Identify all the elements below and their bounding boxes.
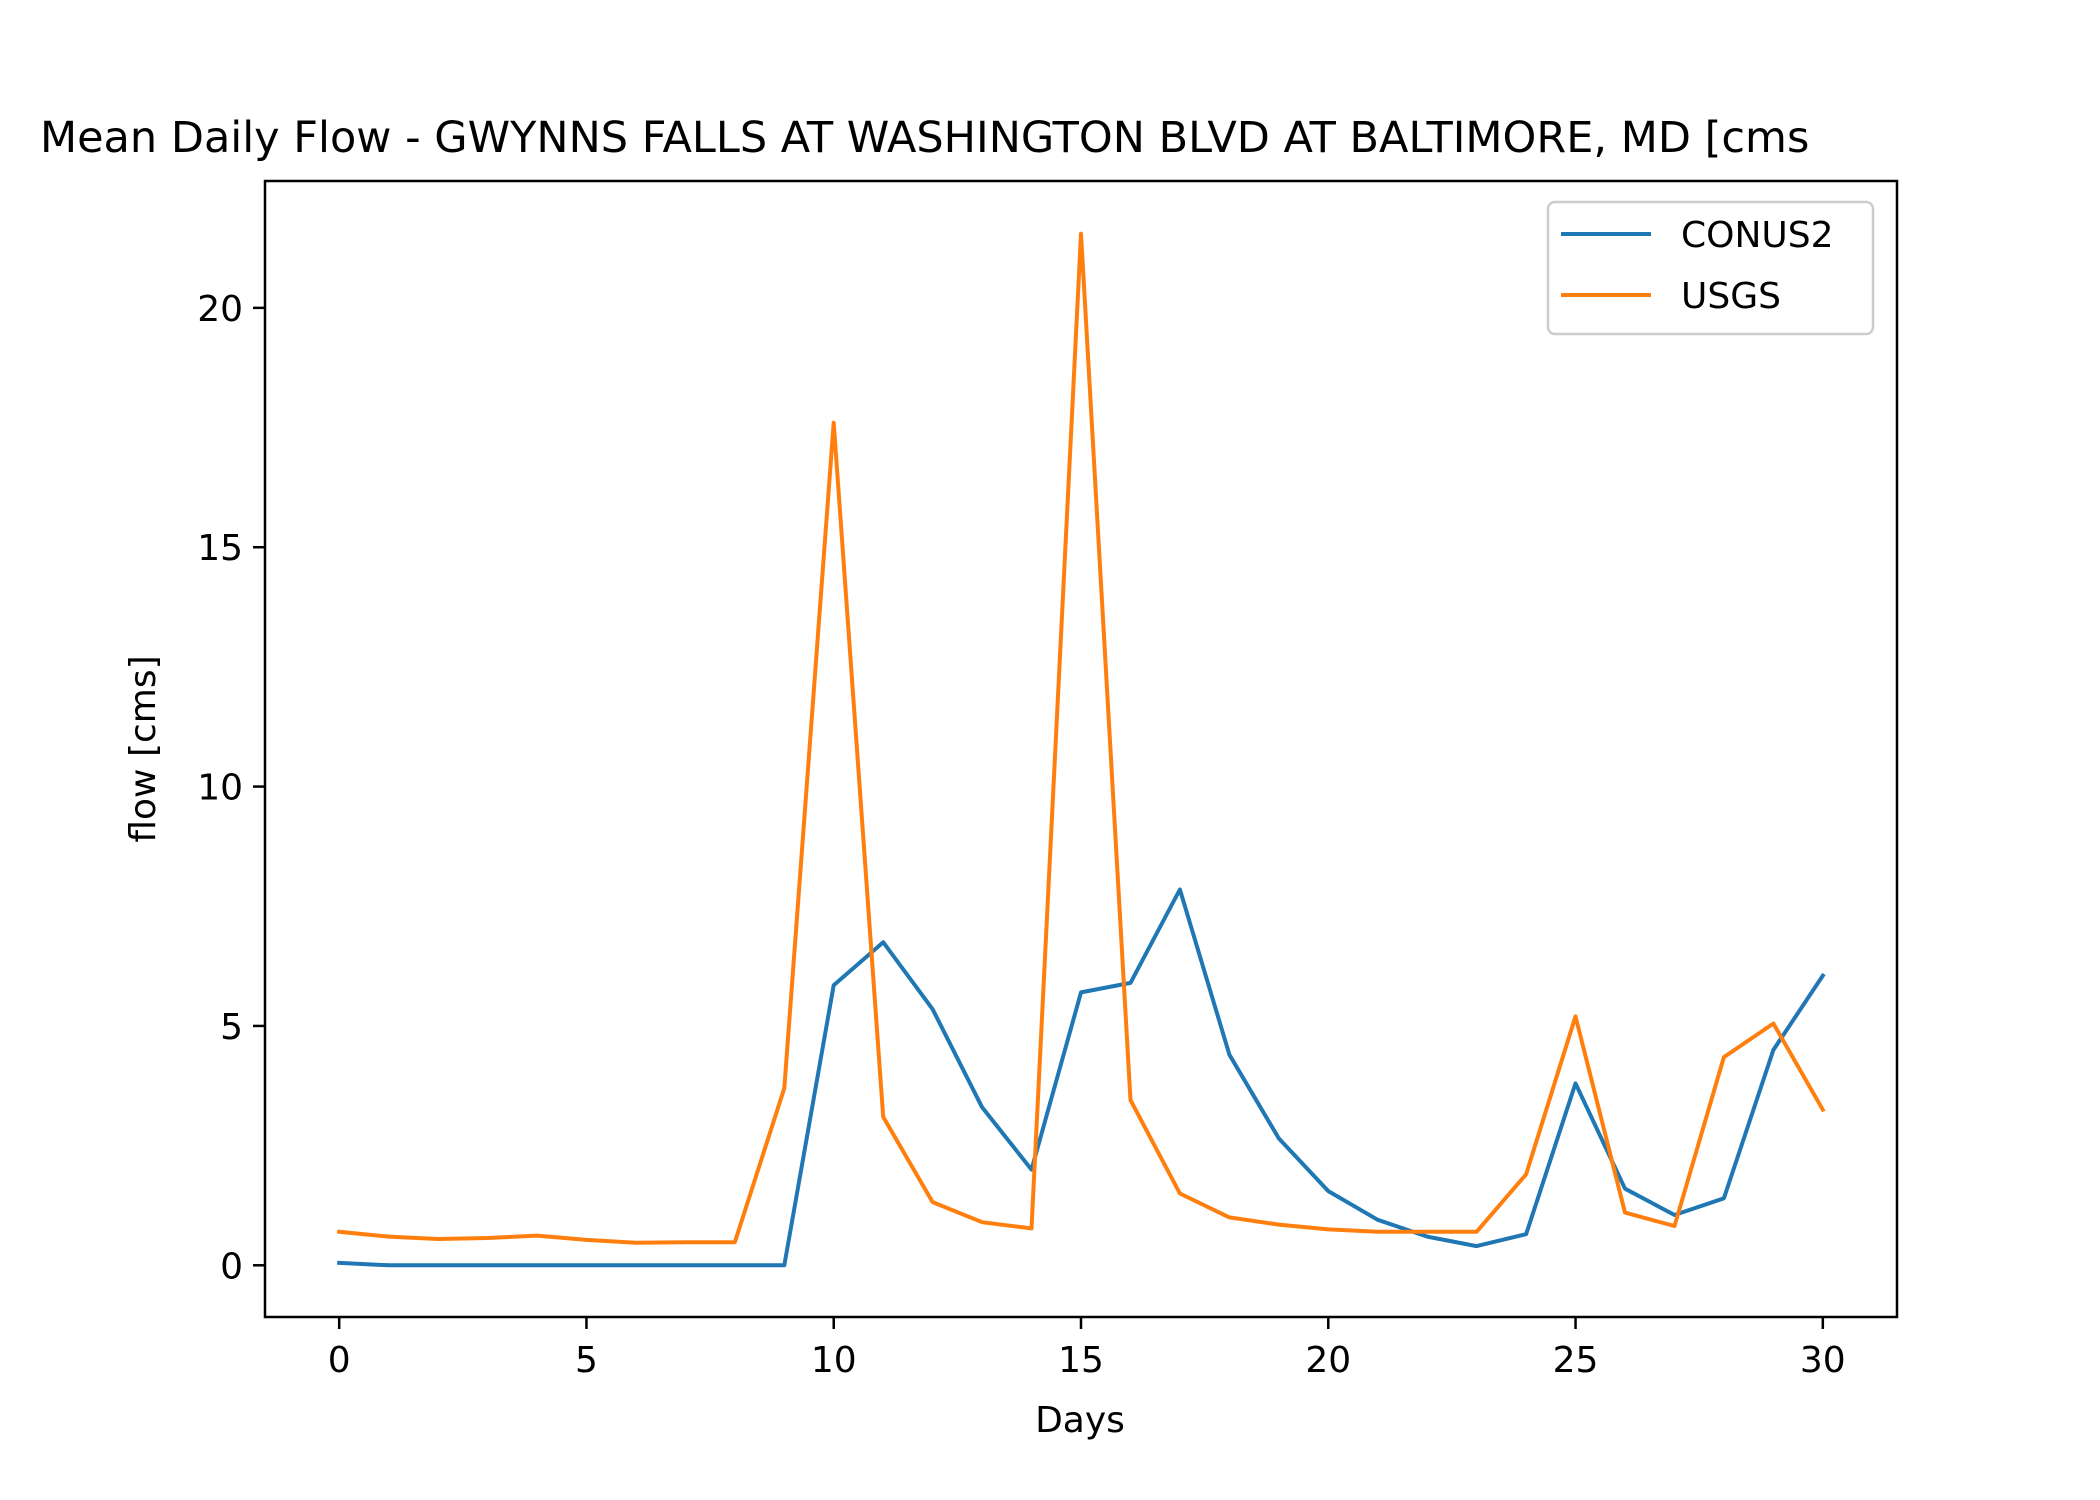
- y-axis-ticks: 0 5 10 15 20: [197, 289, 265, 1287]
- x-tick-label: 15: [1058, 1340, 1104, 1381]
- x-tick-label: 10: [811, 1340, 857, 1381]
- y-tick-label: 20: [197, 289, 243, 330]
- series-line-usgs: [337, 231, 1826, 1245]
- y-axis-label: flow [cms]: [123, 655, 164, 842]
- x-axis-label: Days: [1035, 1400, 1125, 1441]
- chart-title: Mean Daily Flow - GWYNNS FALLS AT WASHIN…: [40, 113, 1809, 163]
- y-tick-label: 10: [197, 768, 243, 809]
- x-tick-label: 0: [328, 1340, 351, 1381]
- x-tick-label: 5: [575, 1340, 598, 1381]
- series-layer: [337, 231, 1826, 1268]
- legend-label-conus2: CONUS2: [1681, 215, 1834, 256]
- y-tick-label: 5: [220, 1007, 243, 1048]
- x-tick-label: 20: [1305, 1340, 1351, 1381]
- legend: CONUS2 USGS: [1546, 200, 1875, 336]
- x-tick-label: 30: [1800, 1340, 1846, 1381]
- x-axis-ticks: 0 5 10 15 20 25 30: [328, 1317, 1846, 1381]
- y-tick-label: 0: [220, 1246, 243, 1287]
- x-tick-label: 25: [1553, 1340, 1599, 1381]
- legend-label-usgs: USGS: [1681, 276, 1781, 317]
- plot-frame: [263, 179, 1899, 1319]
- y-tick-label: 15: [197, 528, 243, 569]
- series-line-conus2: [337, 887, 1826, 1268]
